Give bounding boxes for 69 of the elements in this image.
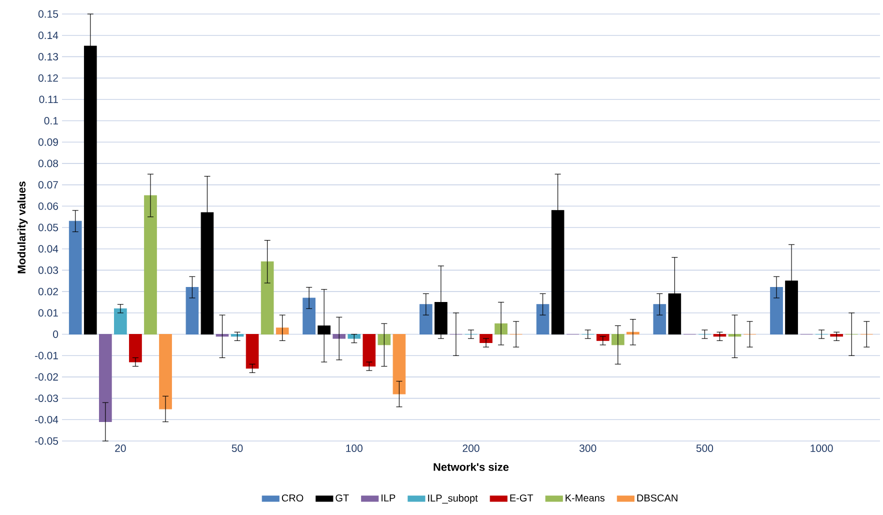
y-tick-label: 0.13 (38, 52, 58, 60)
bar (596, 334, 610, 341)
bar (246, 334, 259, 369)
x-tick-label: 50 (232, 444, 243, 452)
y-axis-title: Modularity values (17, 182, 28, 274)
y-tick-label: -0.01 (35, 352, 58, 360)
y-tick-label: 0.02 (38, 288, 58, 296)
bar (99, 334, 112, 422)
bar (420, 304, 432, 334)
bar (494, 323, 508, 334)
bar (830, 334, 844, 337)
bar (230, 334, 244, 337)
x-tick-label: 1000 (810, 444, 833, 452)
bar (114, 308, 127, 334)
y-tick-label: -0.03 (35, 394, 58, 402)
y-tick-label: 0.12 (38, 74, 58, 82)
y-tick-label: 0.08 (38, 160, 58, 168)
x-tick-label: 100 (346, 444, 362, 452)
y-tick-label: 0.07 (38, 181, 58, 189)
bar (434, 302, 448, 334)
y-tick-label: 0.05 (38, 224, 58, 232)
y-tick-label: 0.1 (44, 117, 58, 124)
y-tick-label: -0.02 (35, 373, 58, 381)
bar (302, 298, 316, 334)
y-tick-label: 0 (53, 330, 58, 338)
y-tick-label: 0.14 (38, 32, 58, 40)
y-tick-label: 0.09 (38, 138, 58, 146)
legend-label: E-GT (510, 494, 534, 502)
x-tick-label: 300 (579, 444, 596, 452)
bar (216, 334, 229, 337)
x-tick-label: 500 (696, 444, 714, 452)
bar (668, 293, 682, 334)
bar (536, 304, 550, 334)
bar (480, 334, 492, 344)
bar (159, 334, 172, 410)
legend-label: GT (336, 494, 349, 502)
bar (770, 287, 783, 334)
bar (144, 195, 157, 334)
bar (378, 334, 391, 346)
bar (626, 332, 640, 334)
bar (68, 220, 82, 334)
legend-label: ILP (382, 494, 396, 502)
y-tick-label: 0.03 (38, 266, 58, 274)
bar (362, 334, 376, 367)
bar (332, 334, 346, 339)
y-tick-label: -0.05 (35, 437, 58, 445)
bar (612, 334, 624, 346)
x-tick-label: 20 (115, 444, 126, 452)
bar (129, 334, 142, 362)
bar (728, 334, 742, 337)
legend-label: DBSCAN (637, 494, 678, 502)
y-tick-label: 0.04 (38, 245, 58, 253)
bar (260, 261, 274, 334)
bar (653, 304, 666, 334)
y-tick-label: 0.15 (38, 10, 58, 18)
bar (713, 334, 726, 337)
x-tick-label: 200 (462, 444, 480, 452)
legend-label: CRO (282, 494, 304, 502)
bar (392, 334, 406, 394)
bar (348, 334, 361, 339)
y-tick-label: -0.04 (35, 416, 58, 424)
legend-label: ILP_subopt (428, 494, 478, 504)
bar (276, 328, 289, 334)
y-tick-label: 0.01 (38, 309, 58, 317)
y-tick-label: 0.11 (39, 96, 58, 104)
x-axis-title: Network's size (434, 462, 509, 471)
bar (186, 287, 199, 334)
legend-label: K-Means (566, 494, 605, 502)
y-tick-label: 0.06 (38, 202, 58, 210)
